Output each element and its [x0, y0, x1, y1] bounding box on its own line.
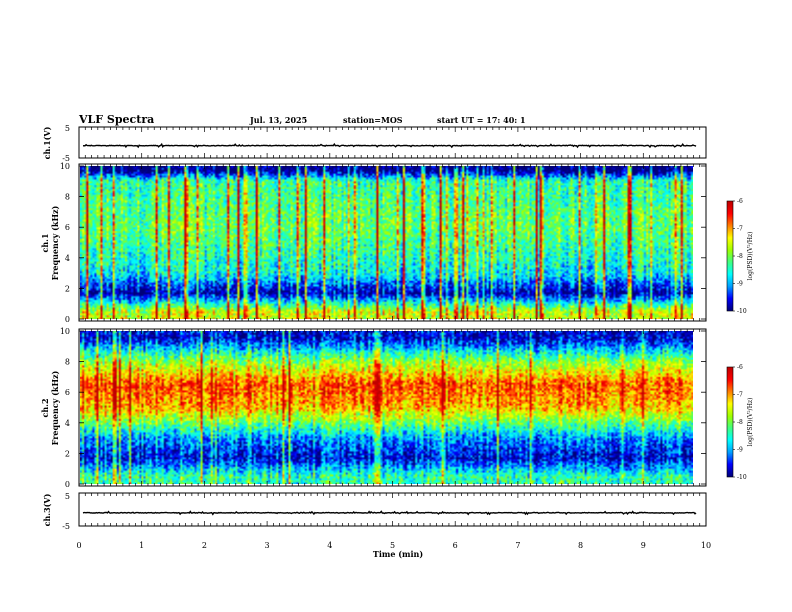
ch1-ytick-bottom: -5 [62, 154, 70, 163]
waveform-line [82, 142, 697, 149]
ch2-spectrogram-image [80, 331, 693, 484]
ch1-waveform-frame [78, 126, 707, 159]
ch2-spectrogram-panel: 0 2 4 6 8 10 ch.2 Frequency (kHz) [40, 327, 707, 489]
waveform-line [82, 510, 697, 516]
ch3-ytick-top: 5 [65, 492, 70, 501]
frequency-tick-label: 4 [65, 254, 70, 263]
colorbar-tick-label: -9 [737, 447, 743, 454]
ch1-spectrogram-image [80, 166, 693, 319]
colorbar-tick-label: -10 [737, 308, 747, 315]
frequency-tick-label: 2 [65, 449, 70, 458]
ch2-spectrogram-ylabel-channel: ch.2 [40, 398, 50, 417]
date-label: Jul. 13, 2025 [249, 115, 307, 125]
colorbar-tick-label: -6 [737, 364, 743, 371]
frequency-tick-label: 6 [65, 223, 70, 232]
frequency-tick-label: 4 [65, 419, 70, 428]
time-axis-ticks: 0 1 2 3 4 5 6 7 8 9 10 [76, 127, 711, 550]
ch1-colorbar-gradient [727, 201, 733, 311]
colorbar-tick-label: -8 [737, 253, 743, 260]
frequency-tick-label: 0 [65, 315, 70, 324]
ch1-spectrogram-yticks: 0 2 4 6 8 10 [60, 162, 706, 324]
station-label: station=MOS [343, 115, 403, 125]
colorbar-tick-label: -6 [737, 198, 743, 205]
ch2-colorbar-gradient [727, 367, 733, 477]
time-axis-label: Time (min) [373, 549, 423, 559]
colorbar-tick-label: -7 [737, 226, 743, 233]
time-tick-label: 7 [515, 541, 520, 550]
time-tick-label: 10 [701, 541, 711, 550]
ch1-waveform-ylabel: ch.1(V) [42, 126, 52, 159]
ch2-spectrogram-ylabel-frequency: Frequency (kHz) [50, 370, 60, 445]
frequency-tick-label: 10 [60, 162, 70, 171]
start-time-label: start UT = 17: 40: 1 [437, 115, 526, 125]
colorbar-tick-label: -10 [737, 474, 747, 481]
figure-title: VLF Spectra [78, 113, 154, 126]
ch1-spectrogram-panel: 0 2 4 6 8 10 ch.1 Frequency (kHz) [40, 162, 707, 324]
ch1-channel-label: ch.1 [40, 233, 50, 252]
colorbar-tick-label: -8 [737, 419, 743, 426]
time-tick-label: 1 [139, 541, 144, 550]
ch2-colorbar: -6 -7 -8 -9 -10 log(PSD)(V²/Hz) [726, 364, 754, 481]
ch1-colorbar-ticks: -6 -7 -8 -9 -10 [733, 198, 747, 315]
time-tick-label: 9 [641, 541, 646, 550]
frequency-tick-label: 8 [65, 358, 70, 367]
time-tick-label: 2 [202, 541, 207, 550]
ch1-spectrogram-ylabel-channel: ch.1 [40, 233, 50, 252]
ch1-colorbar-label: log(PSD)(V²/Hz) [747, 232, 754, 281]
colorbar-tick-label: -7 [737, 392, 743, 399]
time-tick-label: 0 [76, 541, 81, 550]
time-tick-label: 6 [453, 541, 458, 550]
frequency-tick-label: 0 [65, 480, 70, 489]
ch1-ytick-top: 5 [65, 124, 70, 133]
time-tick-label: 4 [327, 541, 332, 550]
ch2-colorbar-ticks: -6 -7 -8 -9 -10 [733, 364, 747, 481]
ch3-waveform-ylabel: ch.3(V) [42, 493, 52, 526]
frequency-tick-label: 8 [65, 193, 70, 202]
ch1-colorbar: -6 -7 -8 -9 -10 log(PSD)(V²/Hz) [726, 198, 754, 315]
ch1-waveform-trace [82, 142, 697, 149]
ch2-colorbar-label: log(PSD)(V²/Hz) [747, 398, 754, 447]
time-tick-label: 3 [265, 541, 270, 550]
ch1-spectrogram-ylabel-frequency: Frequency (kHz) [50, 205, 60, 280]
ch2-spectrogram-yticks: 0 2 4 6 8 10 [60, 327, 706, 489]
frequency-tick-label: 2 [65, 284, 70, 293]
ch1-waveform-panel: 5 -5 ch.1(V) [42, 124, 707, 163]
time-tick-label: 5 [390, 541, 395, 550]
ch3-ytick-bottom: -5 [62, 522, 70, 531]
frequency-tick-label: 6 [65, 388, 70, 397]
colorbar-tick-label: -9 [737, 281, 743, 288]
frequency-tick-label: 10 [60, 327, 70, 336]
time-tick-label: 8 [578, 541, 583, 550]
ch3-waveform-trace [82, 510, 697, 516]
